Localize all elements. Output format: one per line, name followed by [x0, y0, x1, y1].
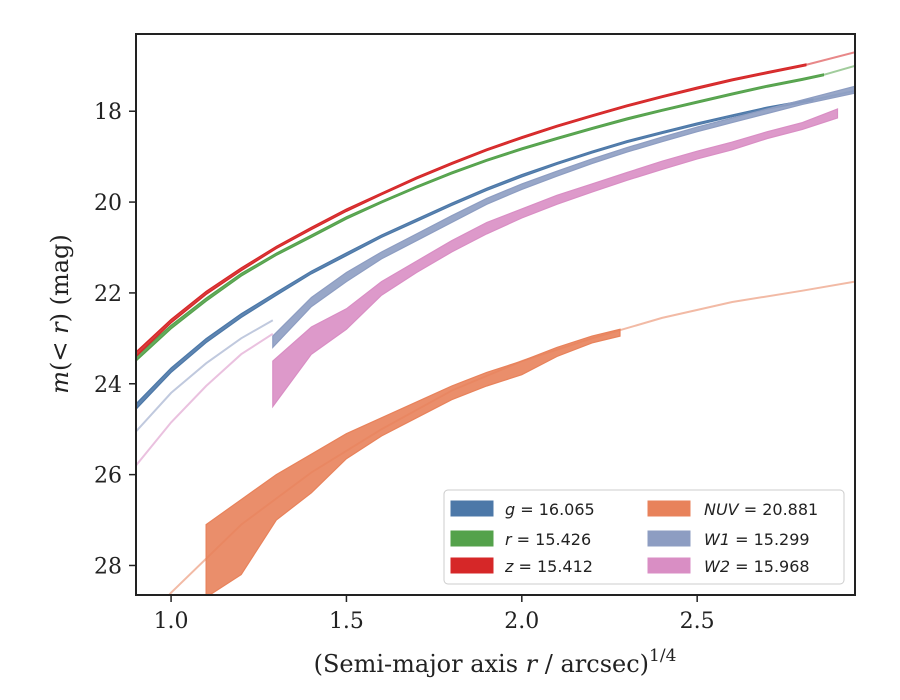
series-g-band — [136, 98, 814, 411]
series-z-band — [136, 63, 807, 358]
legend-swatch-g — [450, 500, 494, 517]
series-nuv-band — [205, 328, 621, 595]
y-tick-label: 20 — [94, 191, 122, 216]
y-tick-label: 22 — [94, 282, 122, 307]
legend-swatch-w1 — [647, 530, 691, 547]
x-tick-label: 1.5 — [329, 609, 364, 634]
series-r-extension-line — [823, 64, 855, 76]
series-w1-band — [272, 85, 855, 349]
legend-swatch-nuv — [647, 500, 691, 517]
legend-swatch-w2 — [647, 557, 691, 574]
ticks-layer: 1.0 1.5 2.0 2.5 18 20 22 24 26 28 — [94, 100, 715, 634]
plot-frame — [135, 33, 856, 596]
legend-swatch-r — [450, 530, 494, 547]
data-layer — [136, 51, 855, 595]
legend-label-g: g = 16.065 — [505, 500, 595, 519]
series-w2-band — [272, 108, 839, 409]
legend-label-nuv: NUV = 20.881 — [704, 500, 818, 519]
legend-label-w1: W1 = 15.299 — [704, 530, 810, 549]
x-axis-title: (Semi-major axis r / arcsec)1/4 — [314, 646, 677, 678]
legend-swatch-z — [450, 557, 494, 574]
series-w2-model-line — [136, 332, 274, 467]
legend-frame — [443, 489, 845, 585]
y-tick-label: 24 — [94, 373, 122, 398]
y-tick-label: 26 — [94, 464, 122, 489]
x-tick-label: 2.5 — [680, 609, 715, 634]
legend-label-r: r = 15.426 — [505, 530, 591, 549]
legend-label-z: z = 15.412 — [504, 557, 593, 576]
legend: g = 16.065 r = 15.426 z = 15.412 NUV = 20.8… — [443, 489, 845, 585]
series-w1-model-line — [136, 319, 274, 433]
x-tick-label: 2.0 — [504, 609, 539, 634]
y-axis-title: m(< r) (mag) — [46, 234, 74, 394]
y-tick-label: 18 — [94, 100, 122, 125]
y-tick-label: 28 — [94, 554, 122, 579]
legend-label-w2: W2 = 15.968 — [704, 557, 810, 576]
series-z-extension-line — [805, 51, 855, 66]
x-tick-label: 1.0 — [154, 609, 189, 634]
series-r-band — [136, 73, 824, 362]
